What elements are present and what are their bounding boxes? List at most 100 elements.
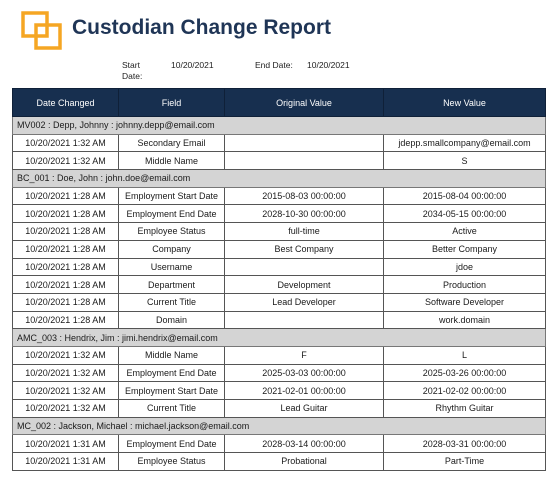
new-value-cell: S xyxy=(383,151,546,171)
field-cell: Middle Name xyxy=(118,151,225,171)
end-date-label: End Date: xyxy=(255,60,293,70)
original-value-cell: Best Company xyxy=(224,239,384,259)
field-cell: Current Title xyxy=(118,399,225,418)
new-value-cell: Active xyxy=(383,222,546,241)
column-header-original-value: Original Value xyxy=(224,88,384,117)
table-header-row: Date Changed Field Original Value New Va… xyxy=(12,88,546,117)
date-changed-cell: 10/20/2021 1:28 AM xyxy=(12,186,119,206)
original-value-cell: full-time xyxy=(224,222,384,241)
date-changed-cell: 10/20/2021 1:28 AM xyxy=(12,292,119,312)
field-cell: Employment Start Date xyxy=(118,186,225,206)
date-changed-cell: 10/20/2021 1:28 AM xyxy=(12,257,119,277)
custodian-group-row: MV002 : Depp, Johnny : johnny.depp@email… xyxy=(12,116,546,135)
field-cell: Current Title xyxy=(118,292,225,312)
date-changed-cell: 10/20/2021 1:28 AM xyxy=(12,239,119,259)
report-logo-icon xyxy=(21,11,62,50)
table-row: 10/20/2021 1:32 AM Employment End Date 202… xyxy=(12,363,546,383)
date-changed-cell: 10/20/2021 1:28 AM xyxy=(12,222,119,241)
field-cell: Employee Status xyxy=(118,222,225,241)
original-value-cell xyxy=(224,151,384,171)
original-value-cell: F xyxy=(224,345,384,365)
original-value-cell: 2025-03-03 00:00:00 xyxy=(224,363,384,383)
date-changed-cell: 10/20/2021 1:32 AM xyxy=(12,151,119,171)
field-cell: Domain xyxy=(118,310,225,330)
new-value-cell: 2015-08-04 00:00:00 xyxy=(383,186,546,206)
custodian-group-row: BC_001 : Doe, John : john.doe@email.com xyxy=(12,169,546,188)
original-value-cell: Lead Developer xyxy=(224,292,384,312)
table-row: 10/20/2021 1:28 AM Employment End Date 202… xyxy=(12,204,546,224)
changes-table: Date Changed Field Original Value New Va… xyxy=(12,88,546,471)
new-value-cell: Better Company xyxy=(383,239,546,259)
table-row: 10/20/2021 1:28 AM Company Best Company Bet… xyxy=(12,239,546,259)
custodian-group-title: AMC_003 : Hendrix, Jim : jimi.hendrix@em… xyxy=(12,328,546,347)
new-value-cell: 2034-05-15 00:00:00 xyxy=(383,204,546,224)
field-cell: Company xyxy=(118,239,225,259)
new-value-cell: L xyxy=(383,345,546,365)
table-row: 10/20/2021 1:31 AM Employment End Date 202… xyxy=(12,434,546,454)
field-cell: Secondary Email xyxy=(118,133,225,153)
custodian-group-title: MV002 : Depp, Johnny : johnny.depp@email… xyxy=(12,116,546,135)
table-row: 10/20/2021 1:32 AM Current Title Lead Guit… xyxy=(12,399,546,418)
new-value-cell: Part-Time xyxy=(383,452,546,471)
date-changed-cell: 10/20/2021 1:28 AM xyxy=(12,204,119,224)
new-value-cell: 2025-03-26 00:00:00 xyxy=(383,363,546,383)
field-cell: Employee Status xyxy=(118,452,225,471)
original-value-cell: 2015-08-03 00:00:00 xyxy=(224,186,384,206)
custodian-group-title: MC_002 : Jackson, Michael : michael.jack… xyxy=(12,416,546,436)
date-changed-cell: 10/20/2021 1:31 AM xyxy=(12,452,119,471)
column-header-new-value: New Value xyxy=(383,88,546,117)
field-cell: Employment End Date xyxy=(118,204,225,224)
new-value-cell: Software Developer xyxy=(383,292,546,312)
date-changed-cell: 10/20/2021 1:32 AM xyxy=(12,399,119,418)
date-changed-cell: 10/20/2021 1:32 AM xyxy=(12,133,119,153)
new-value-cell: work.domain xyxy=(383,310,546,330)
field-cell: Employment End Date xyxy=(118,363,225,383)
original-value-cell xyxy=(224,310,384,330)
custodian-group-row: MC_002 : Jackson, Michael : michael.jack… xyxy=(12,416,546,436)
new-value-cell: jdepp.smallcompany@email.com xyxy=(383,133,546,153)
table-row: 10/20/2021 1:32 AM Secondary Email jdepp.s… xyxy=(12,133,546,153)
field-cell: Employment Start Date xyxy=(118,381,225,400)
field-cell: Employment End Date xyxy=(118,434,225,454)
original-value-cell xyxy=(224,133,384,153)
custodian-group-title: BC_001 : Doe, John : john.doe@email.com xyxy=(12,169,546,188)
original-value-cell: 2028-03-14 00:00:00 xyxy=(224,434,384,454)
original-value-cell: 2028-10-30 00:00:00 xyxy=(224,204,384,224)
table-row: 10/20/2021 1:32 AM Middle Name S xyxy=(12,151,546,171)
column-header-field: Field xyxy=(118,88,225,117)
original-value-cell: Development xyxy=(224,275,384,294)
report-title: Custodian Change Report xyxy=(72,16,332,39)
original-value-cell: Lead Guitar xyxy=(224,399,384,418)
original-value-cell xyxy=(224,257,384,277)
table-row: 10/20/2021 1:28 AM Domain work.domain xyxy=(12,310,546,330)
new-value-cell: 2021-02-02 00:00:00 xyxy=(383,381,546,400)
table-row: 10/20/2021 1:32 AM Employment Start Date 2… xyxy=(12,381,546,400)
custodian-group-row: AMC_003 : Hendrix, Jim : jimi.hendrix@em… xyxy=(12,328,546,347)
table-row: 10/20/2021 1:28 AM Employment Start Date 2… xyxy=(12,186,546,206)
table-row: 10/20/2021 1:28 AM Current Title Lead Deve… xyxy=(12,292,546,312)
original-value-cell: 2021-02-01 00:00:00 xyxy=(224,381,384,400)
field-cell: Middle Name xyxy=(118,345,225,365)
column-header-date-changed: Date Changed xyxy=(12,88,119,117)
table-row: 10/20/2021 1:28 AM Department Development P… xyxy=(12,275,546,294)
new-value-cell: Rhythm Guitar xyxy=(383,399,546,418)
start-date-label: Start Date: xyxy=(122,60,143,81)
original-value-cell: Probational xyxy=(224,452,384,471)
date-changed-cell: 10/20/2021 1:32 AM xyxy=(12,345,119,365)
table-body: MV002 : Depp, Johnny : johnny.depp@email… xyxy=(12,116,546,471)
date-changed-cell: 10/20/2021 1:28 AM xyxy=(12,310,119,330)
date-changed-cell: 10/20/2021 1:31 AM xyxy=(12,434,119,454)
date-changed-cell: 10/20/2021 1:28 AM xyxy=(12,275,119,294)
start-date-value: 10/20/2021 xyxy=(171,60,214,70)
table-row: 10/20/2021 1:32 AM Middle Name F L xyxy=(12,345,546,365)
new-value-cell: 2028-03-31 00:00:00 xyxy=(383,434,546,454)
field-cell: Username xyxy=(118,257,225,277)
field-cell: Department xyxy=(118,275,225,294)
end-date-value: 10/20/2021 xyxy=(307,60,350,70)
table-row: 10/20/2021 1:28 AM Employee Status full-ti… xyxy=(12,222,546,241)
table-row: 10/20/2021 1:31 AM Employee Status Probati… xyxy=(12,452,546,471)
table-row: 10/20/2021 1:28 AM Username jdoe xyxy=(12,257,546,277)
new-value-cell: jdoe xyxy=(383,257,546,277)
date-changed-cell: 10/20/2021 1:32 AM xyxy=(12,363,119,383)
date-changed-cell: 10/20/2021 1:32 AM xyxy=(12,381,119,400)
